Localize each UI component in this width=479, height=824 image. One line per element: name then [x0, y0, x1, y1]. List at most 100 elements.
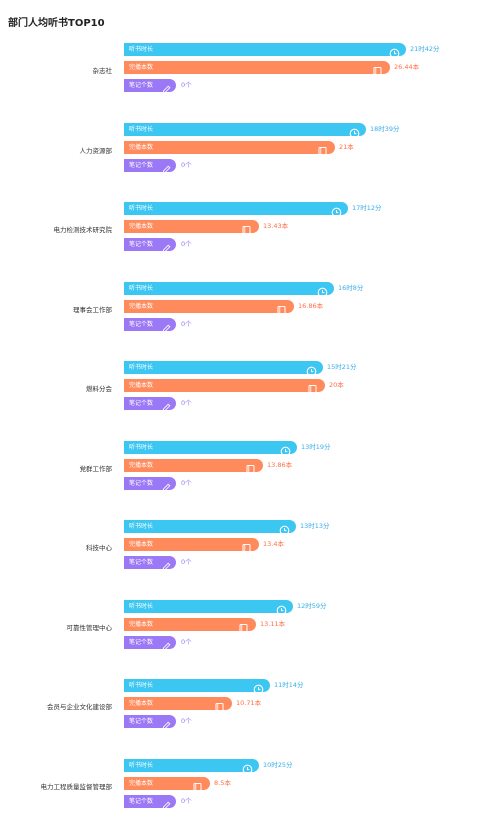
edit-note-icon: [161, 239, 172, 253]
listen-time-value: 13时13分: [300, 522, 330, 530]
notes-count-bar-label: 笔记个数: [129, 479, 154, 487]
notes-count-bar: 笔记个数: [124, 397, 176, 412]
listen-time-bar-label: 听书时长: [129, 364, 154, 371]
listen-time-value: 16时8分: [338, 283, 364, 292]
completed-books-bar: 完播本数: [124, 538, 259, 553]
completed-books-bar: 完播本数: [124, 617, 256, 633]
completed-books-value: 21本: [339, 142, 354, 151]
clock-icon: [306, 362, 317, 377]
notes-count-value: 0个: [181, 399, 192, 407]
edit-note-icon: [161, 398, 172, 412]
department-label: 党群工作部: [79, 464, 113, 473]
completed-books-bar: 完播本数: [124, 697, 232, 712]
chart-title: 部门人均听书TOP10: [8, 18, 105, 29]
listen-time-bar-label: 听书时长: [129, 284, 154, 292]
notes-count-bar-label: 笔记个数: [129, 718, 154, 725]
listen-time-bar-label: 听书时长: [129, 205, 154, 212]
edit-note-icon: [161, 478, 172, 492]
book-icon: [307, 380, 318, 394]
listen-time-bar-label: 听书时长: [129, 602, 154, 610]
notes-count-value: 0个: [181, 796, 192, 805]
listen-time-bar: 听书时长: [124, 281, 334, 297]
notes-count-value: 0个: [181, 319, 192, 328]
book-icon: [372, 62, 383, 76]
completed-books-bar-label: 完播本数: [129, 302, 154, 310]
notes-count-bar: 笔记个数: [124, 238, 176, 253]
listen-time-value: 18时39分: [370, 124, 400, 133]
listen-time-bar: 听书时长: [124, 599, 293, 615]
clock-icon: [389, 44, 400, 59]
book-icon: [241, 539, 252, 553]
completed-books-bar: 完播本数: [124, 379, 325, 394]
notes-count-bar-label: 笔记个数: [129, 638, 154, 646]
completed-books-value: 20本: [329, 381, 344, 389]
clock-icon: [276, 601, 287, 615]
completed-books-bar-label: 完播本数: [129, 461, 154, 469]
notes-count-bar: 笔记个数: [124, 79, 176, 94]
notes-count-bar: 笔记个数: [124, 476, 176, 492]
listen-time-bar: 听书时长: [124, 520, 296, 536]
book-icon: [214, 698, 225, 712]
notes-count-bar-label: 笔记个数: [129, 82, 154, 89]
completed-books-bar: 完播本数: [124, 140, 335, 156]
notes-count-bar-label: 笔记个数: [129, 320, 154, 328]
clock-icon: [242, 760, 253, 774]
notes-count-bar-label: 笔记个数: [129, 161, 154, 169]
notes-count-value: 0个: [181, 240, 192, 248]
clock-icon: [279, 521, 290, 536]
listen-time-value: 12时59分: [297, 601, 327, 610]
department-label: 可靠性管理中心: [66, 623, 113, 632]
completed-books-value: 10.71本: [236, 699, 262, 707]
book-icon: [276, 301, 287, 315]
completed-books-value: 13.86本: [267, 460, 293, 469]
listen-time-bar-label: 听书时长: [129, 761, 154, 769]
clock-icon: [280, 442, 291, 456]
completed-books-bar: 完播本数: [124, 61, 390, 76]
notes-count-value: 0个: [181, 478, 192, 487]
listen-time-value: 15时21分: [327, 363, 357, 371]
completed-books-bar-label: 完播本数: [129, 779, 154, 787]
clock-icon: [331, 203, 342, 218]
completed-books-bar: 完播本数: [124, 776, 210, 792]
completed-books-bar: 完播本数: [124, 220, 259, 235]
listen-time-bar: 听书时长: [124, 758, 259, 774]
completed-books-bar: 完播本数: [124, 458, 263, 474]
department-label: 杂志社: [92, 67, 113, 75]
notes-count-bar: 笔记个数: [124, 635, 176, 651]
listen-time-bar: 听书时长: [124, 43, 406, 59]
notes-count-value: 0个: [181, 160, 192, 169]
edit-note-icon: [161, 557, 172, 571]
completed-books-bar: 完播本数: [124, 299, 294, 315]
notes-count-value: 0个: [181, 717, 192, 725]
listen-time-value: 10时25分: [263, 760, 293, 769]
listen-time-value: 21时42分: [410, 45, 440, 53]
completed-books-bar-label: 完播本数: [129, 541, 154, 548]
listen-time-bar: 听书时长: [124, 122, 366, 138]
edit-note-icon: [161, 160, 172, 174]
completed-books-bar-label: 完播本数: [129, 700, 154, 707]
listen-time-bar-label: 听书时长: [129, 46, 154, 53]
listen-time-bar-label: 听书时长: [129, 523, 154, 530]
notes-count-bar: 笔记个数: [124, 556, 176, 571]
listen-time-value: 17时12分: [352, 204, 382, 212]
completed-books-value: 16.86本: [298, 301, 324, 310]
notes-count-bar-label: 笔记个数: [129, 241, 154, 248]
department-label: 会员与企业文化建设部: [47, 703, 112, 711]
department-label: 电力工程质量监督管理部: [40, 782, 113, 791]
listen-time-bar: 听书时长: [124, 440, 297, 456]
completed-books-value: 13.11本: [260, 619, 286, 628]
book-icon: [192, 778, 203, 792]
listen-time-bar-label: 听书时长: [129, 125, 154, 133]
completed-books-value: 8.5本: [214, 778, 231, 787]
completed-books-bar-label: 完播本数: [129, 143, 154, 151]
department-label: 人力资源部: [79, 146, 113, 155]
edit-note-icon: [161, 319, 172, 333]
completed-books-value: 13.43本: [263, 222, 289, 230]
notes-count-bar-label: 笔记个数: [129, 559, 154, 566]
notes-count-value: 0个: [181, 637, 192, 646]
listen-time-bar: 听书时长: [124, 361, 323, 377]
department-label: 理事会工作部: [73, 305, 112, 314]
edit-note-icon: [161, 637, 172, 651]
completed-books-bar-label: 完播本数: [129, 64, 154, 71]
